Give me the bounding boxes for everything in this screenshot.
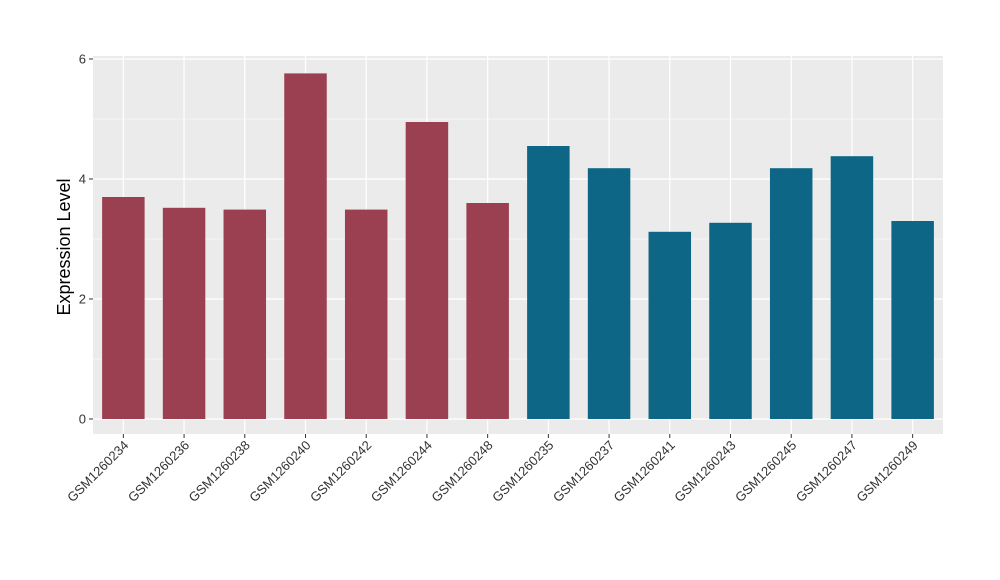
bar-GSM1260237 — [587, 168, 631, 419]
x-tick-label: GSM1260241 — [611, 438, 678, 505]
x-axis: GSM1260234GSM1260236GSM1260238GSM1260240… — [64, 434, 921, 505]
x-tick-label: GSM1260249 — [853, 438, 920, 505]
y-axis-title: Expression Level — [54, 178, 74, 315]
bar-GSM1260242 — [344, 209, 388, 419]
x-tick-label: GSM1260240 — [246, 438, 313, 505]
x-tick-label: GSM1260236 — [125, 438, 192, 505]
bar-GSM1260241 — [648, 231, 692, 419]
bar-GSM1260244 — [405, 122, 449, 419]
bar-GSM1260234 — [102, 197, 145, 419]
bar-GSM1260238 — [223, 209, 267, 419]
x-tick-label: GSM1260245 — [732, 438, 799, 505]
y-axis: 0 2 4 6 — [79, 52, 93, 427]
y-tick-label: 4 — [79, 172, 86, 187]
bar-GSM1260236 — [162, 207, 206, 419]
bar-GSM1260235 — [527, 146, 570, 419]
y-tick-label: 6 — [79, 52, 86, 67]
x-tick-label: GSM1260248 — [428, 438, 495, 505]
bar-GSM1260249 — [891, 221, 934, 419]
x-tick-label: GSM1260247 — [793, 438, 860, 505]
x-tick-label: GSM1260238 — [186, 438, 253, 505]
y-tick-label: 0 — [79, 412, 86, 427]
x-tick-label: GSM1260234 — [64, 438, 131, 505]
x-tick-label: GSM1260242 — [307, 438, 374, 505]
bar-GSM1260243 — [709, 222, 752, 419]
bars — [102, 73, 934, 420]
y-tick-label: 2 — [79, 292, 86, 307]
bar-GSM1260248 — [466, 203, 509, 419]
plot-panel — [93, 56, 943, 434]
x-tick-label: GSM1260244 — [368, 438, 435, 505]
x-tick-label: GSM1260243 — [671, 438, 738, 505]
bar-GSM1260240 — [284, 73, 327, 420]
bar-GSM1260245 — [769, 168, 813, 419]
x-tick-label: GSM1260237 — [550, 438, 617, 505]
bar-GSM1260247 — [830, 156, 874, 419]
x-tick-label: GSM1260235 — [489, 438, 556, 505]
